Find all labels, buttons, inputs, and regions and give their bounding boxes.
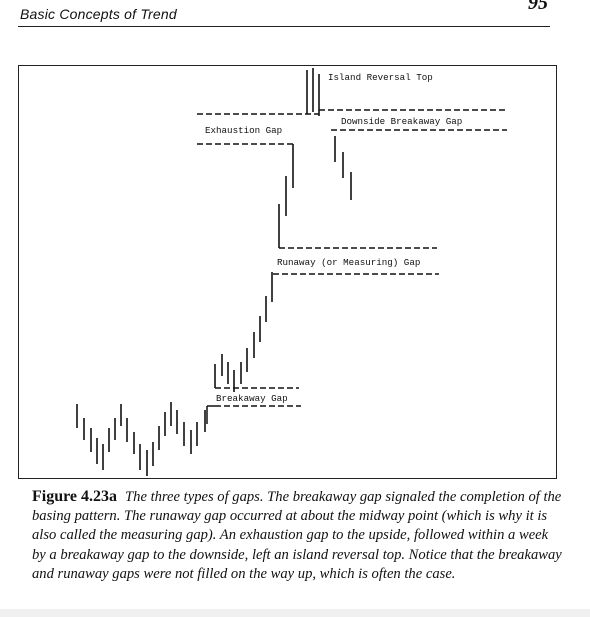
page-bottom-band: [0, 609, 590, 617]
figure-frame: Island Reversal Top Exhaustion Gap Downs…: [18, 65, 557, 479]
header-rule: [18, 26, 550, 27]
figure-caption: Figure 4.23a The three types of gaps. The…: [32, 487, 562, 584]
breakaway-gap-label: Breakaway Gap: [216, 393, 288, 404]
page-number: 95: [528, 0, 548, 14]
caption-text: The three types of gaps. The breakaway g…: [32, 489, 562, 582]
gap-markers: [197, 109, 507, 424]
downside-breakaway-gap-label: Downside Breakaway Gap: [341, 116, 462, 127]
price-bars: [76, 68, 352, 476]
island-reversal-top-label: Island Reversal Top: [328, 72, 433, 83]
gap-diagram: Island Reversal Top Exhaustion Gap Downs…: [76, 68, 507, 476]
figure-number: Figure 4.23a: [32, 488, 118, 505]
exhaustion-gap-label: Exhaustion Gap: [205, 125, 282, 136]
runaway-gap-label: Runaway (or Measuring) Gap: [277, 257, 420, 268]
header-title: Basic Concepts of Trend: [20, 6, 177, 22]
